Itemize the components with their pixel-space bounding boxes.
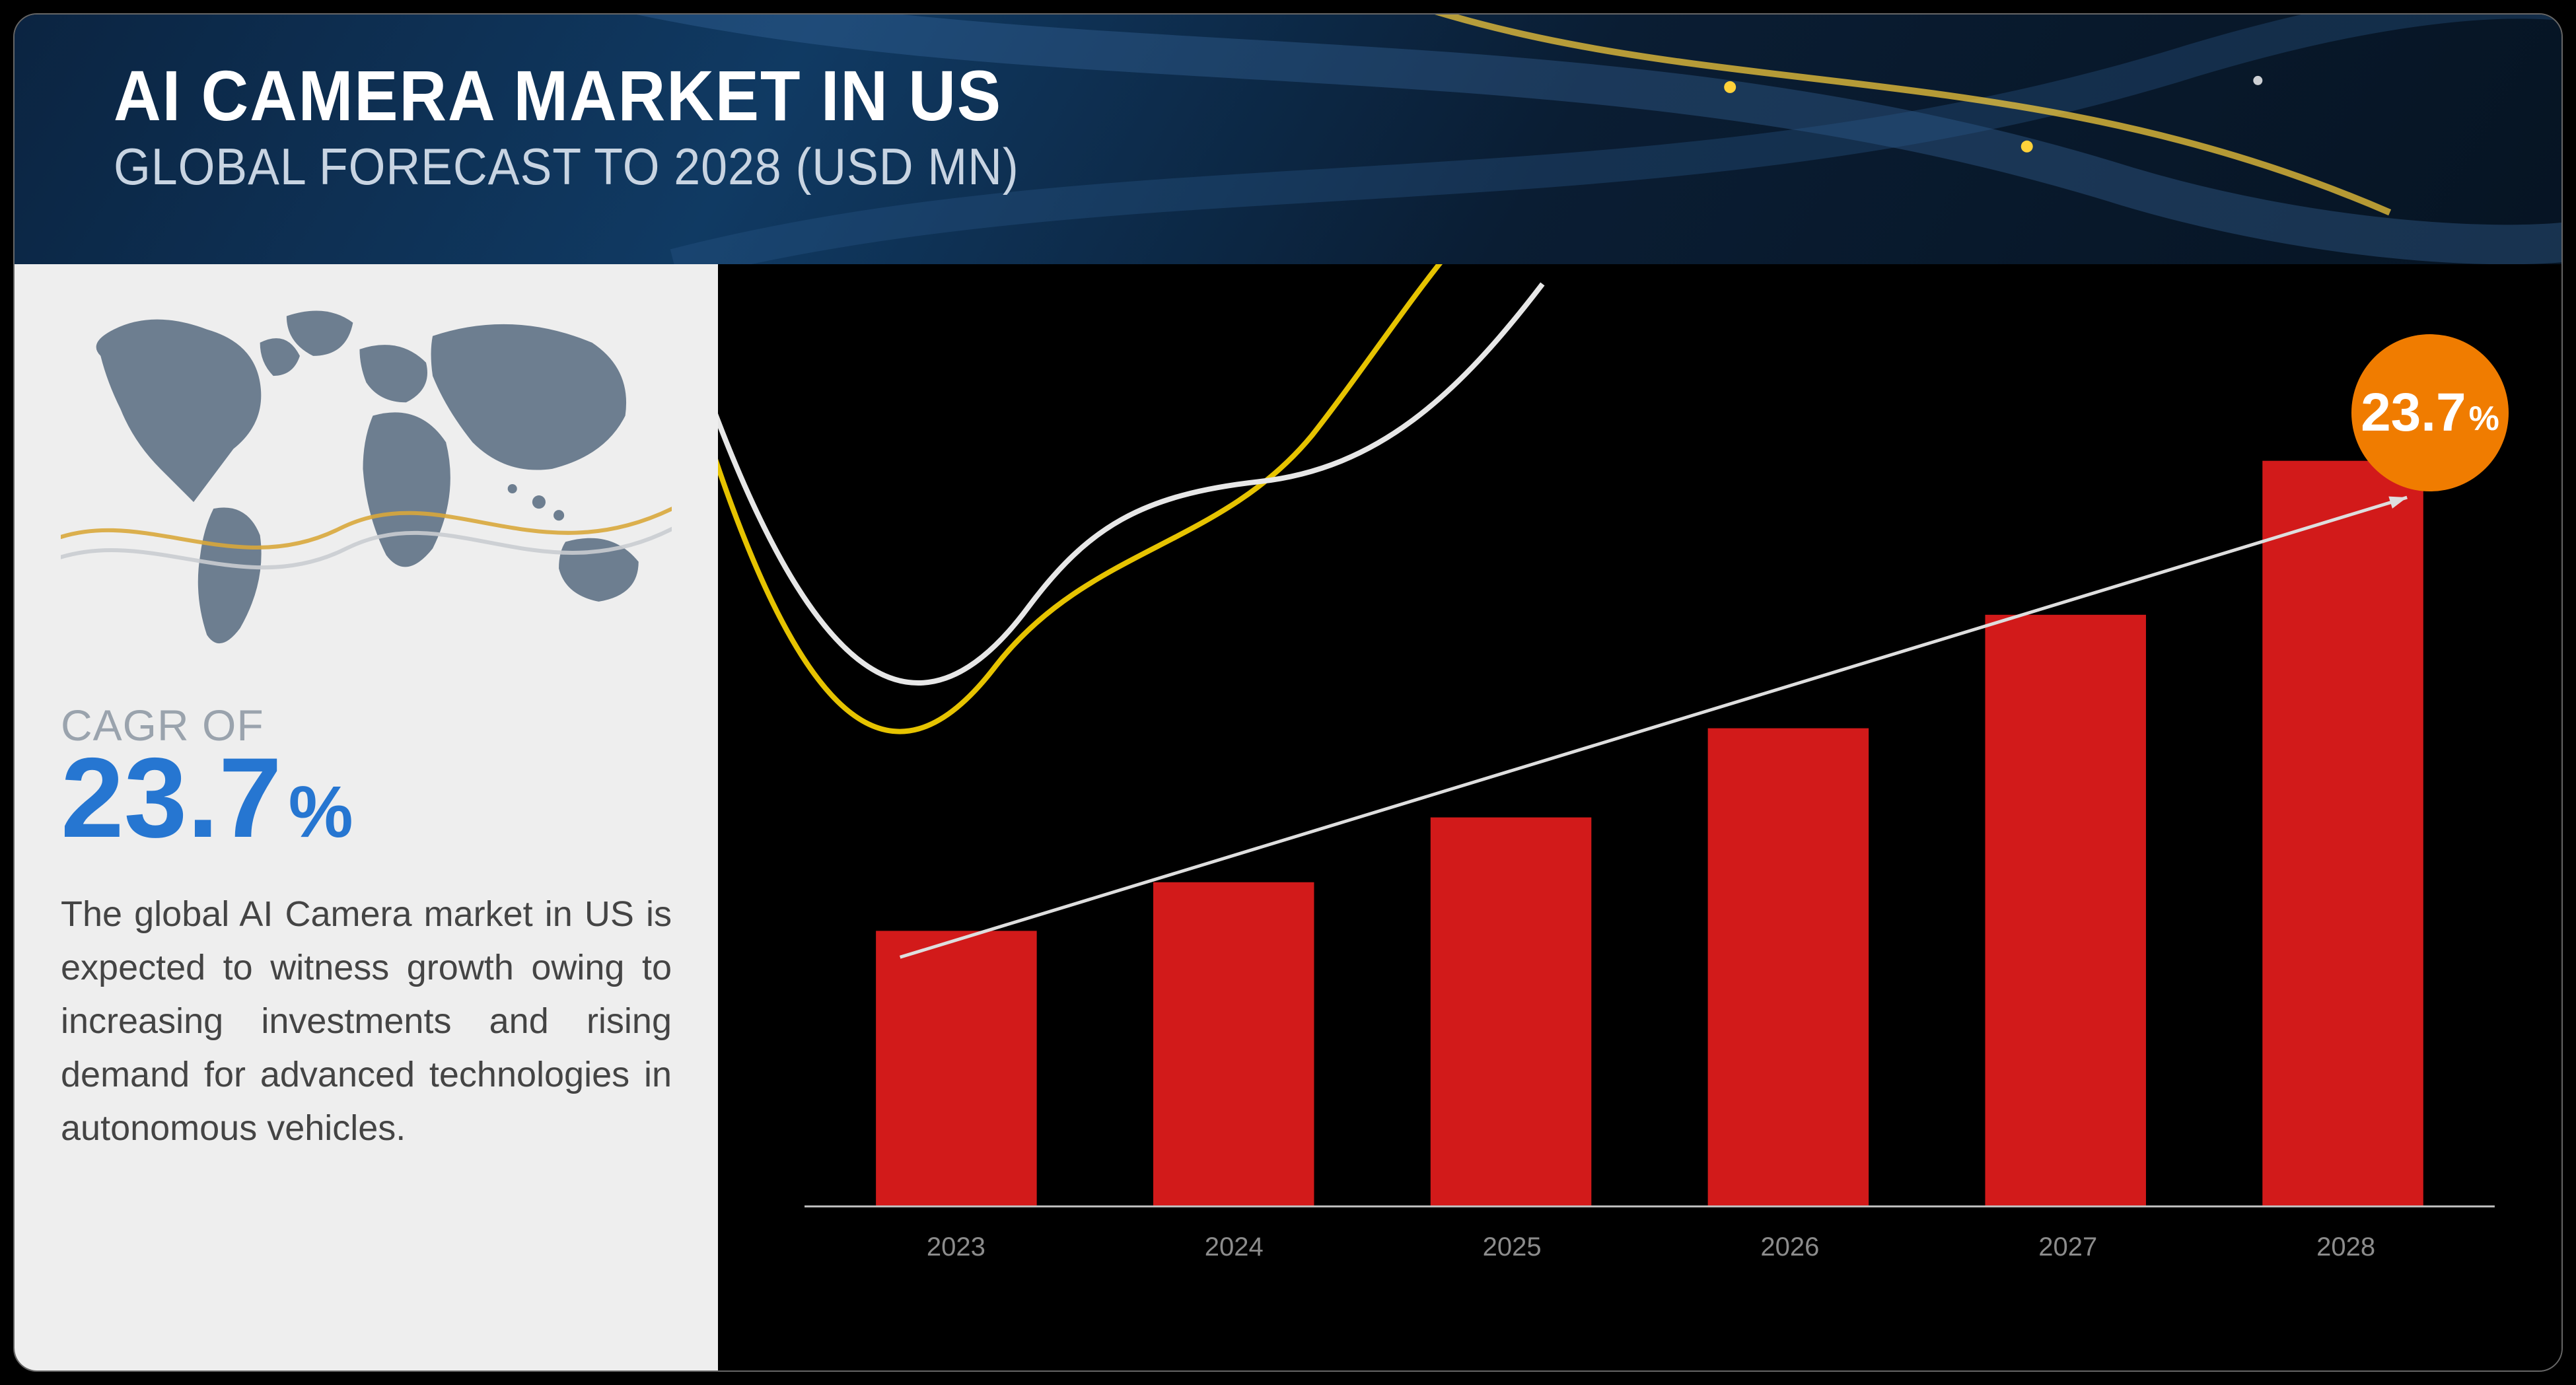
overlay-line-yellow (718, 264, 1516, 732)
x-axis-label: 2028 (2316, 1232, 2375, 1262)
cagr-number: 23.7 (61, 741, 282, 855)
bar (2262, 461, 2423, 1207)
trend-arrow-line (900, 497, 2408, 957)
x-axis-label: 2025 (1483, 1232, 1542, 1262)
x-axis-label: 2024 (1205, 1232, 1264, 1262)
header: AI CAMERA MARKET IN US GLOBAL FORECAST T… (15, 15, 2561, 264)
bar (1985, 615, 2146, 1207)
bar (876, 931, 1037, 1206)
bar-chart-panel: 2023 2024 2025 2026 2027 2028 23.7% (718, 264, 2561, 1370)
cagr-badge-suffix: % (2469, 399, 2499, 439)
header-title: AI CAMERA MARKET IN US (114, 54, 1019, 137)
overlay-line-white (718, 284, 1542, 683)
x-axis-label: 2026 (1760, 1232, 1819, 1262)
bar (1708, 728, 1869, 1207)
description-text: The global AI Camera market in US is exp… (61, 888, 672, 1155)
x-axis-label: 2027 (2038, 1232, 2097, 1262)
world-map (61, 297, 672, 680)
cagr-suffix: % (289, 776, 353, 849)
header-subtitle: GLOBAL FORECAST TO 2028 (USD MN) (114, 137, 1019, 197)
x-axis-label: 2023 (927, 1232, 985, 1262)
cagr-badge-number: 23.7 (2361, 382, 2466, 444)
bar (1153, 882, 1314, 1207)
infographic-card: AI CAMERA MARKET IN US GLOBAL FORECAST T… (13, 13, 2563, 1372)
header-text-block: AI CAMERA MARKET IN US GLOBAL FORECAST T… (114, 54, 1098, 197)
body: CAGR OF 23.7 % The global AI Camera mark… (15, 264, 2561, 1370)
cagr-badge: 23.7% (2351, 334, 2509, 491)
left-panel: CAGR OF 23.7 % The global AI Camera mark… (15, 264, 718, 1370)
bar-chart-svg (718, 264, 2561, 1370)
bar (1431, 818, 1592, 1207)
cagr-value: 23.7 % (61, 741, 672, 855)
